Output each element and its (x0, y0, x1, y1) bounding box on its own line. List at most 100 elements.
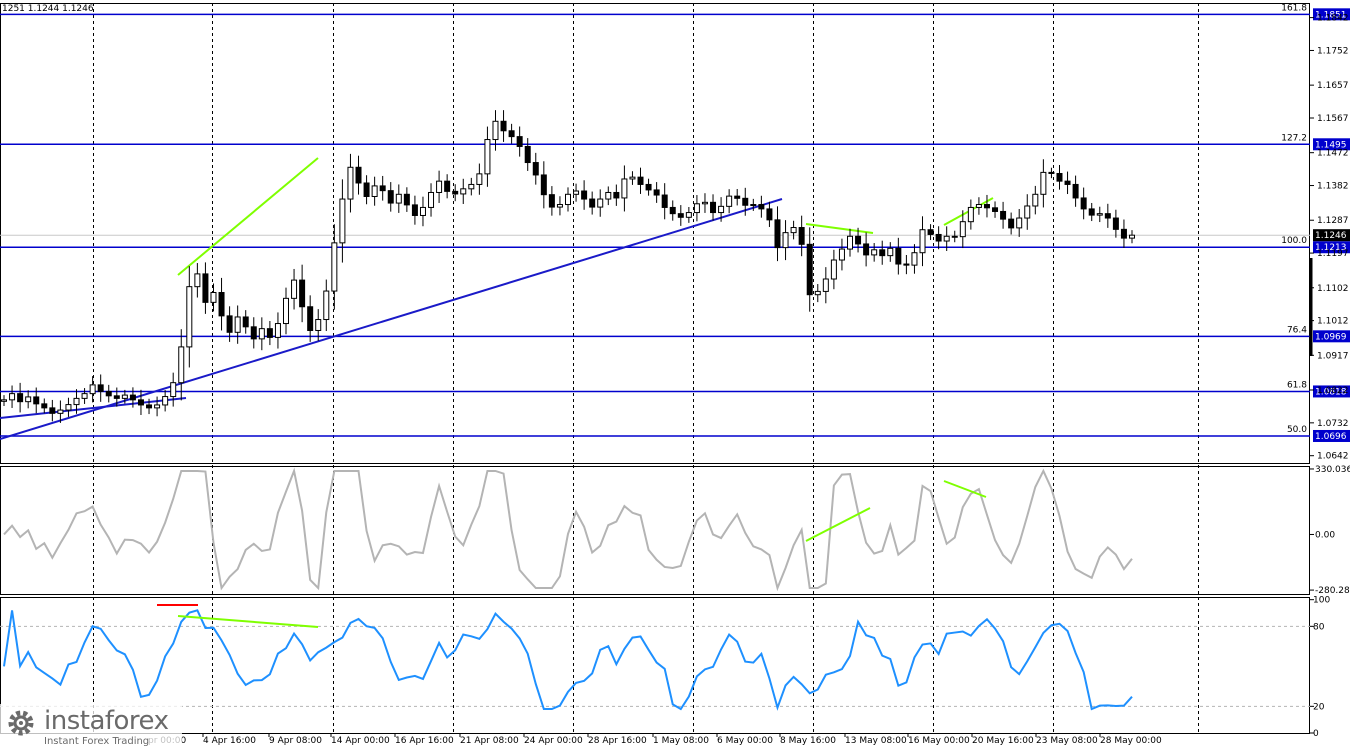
candle-body (500, 120, 507, 132)
price-tick-label: 1.0917 (1317, 351, 1349, 361)
candle-body (411, 204, 418, 216)
current-price-tag (1313, 229, 1350, 242)
candle-body (653, 189, 660, 196)
candle-body (113, 395, 120, 399)
time-tick-label: 6 May 00:00 (717, 736, 773, 746)
candle-body (887, 247, 894, 257)
candle-body (983, 204, 990, 209)
gear-logo-icon (8, 710, 34, 736)
candle-body (355, 166, 362, 184)
level-price-tag-text: 1.1851 (1315, 10, 1347, 20)
candle-body (299, 279, 306, 308)
candle-body (1096, 213, 1103, 216)
candle-body (226, 315, 233, 333)
time-tick-label: 20 May 16:00 (972, 736, 1034, 746)
price-tick-label: 1.1102 (1317, 284, 1349, 294)
candle-body (307, 306, 314, 331)
price-tick-label: 1.1012 (1317, 317, 1349, 327)
candle-body (395, 193, 402, 204)
candle-body (806, 243, 813, 296)
cci-divergence-line (805, 507, 871, 542)
price-axis: 1.1851 1.1495 1.1213 1.0969 1.0818 1.0696 1.12… (1309, 8, 1350, 739)
candle-body (162, 396, 169, 406)
time-tick-label: 24 Apr 00:00 (524, 736, 583, 746)
candle-body (556, 204, 563, 208)
candle-body (403, 193, 410, 206)
candle-body (701, 201, 708, 205)
candle-body (959, 221, 966, 238)
price-tick-label: 1.1472 (1317, 149, 1349, 159)
candle-body (1104, 213, 1111, 219)
candle-body (967, 206, 974, 223)
candle-body (621, 178, 628, 199)
cci-tick-label: 0.00 (1315, 530, 1335, 540)
candle-body (146, 404, 153, 409)
candle-body (742, 197, 749, 206)
candle-body (371, 185, 378, 197)
candle-body (1008, 218, 1015, 229)
candle-body (89, 384, 96, 395)
fib-level-label: 161.8 (1281, 3, 1307, 13)
candle-body (266, 328, 273, 338)
candle-body (1032, 193, 1039, 207)
price-divergence-line (805, 223, 874, 234)
candle-body (871, 249, 878, 256)
candle-body (669, 206, 676, 215)
candle-body (637, 176, 644, 185)
candle-body (1080, 197, 1087, 210)
candle-body (919, 229, 926, 254)
fib-level-label: 76.4 (1287, 325, 1307, 335)
price-tick-label: 1.1842 (1317, 14, 1349, 24)
candle-body (927, 229, 934, 235)
candle-body (129, 394, 136, 401)
price-tick-label: 1.0642 (1317, 452, 1349, 462)
horizontal-levels: 161.8 127.2 100.0 76.4 61.8 50.0 (0, 3, 1310, 437)
candle-body (524, 145, 531, 164)
candle-body (814, 290, 821, 296)
candle-body (1064, 180, 1071, 185)
level-price-tag-text: 1.0696 (1315, 432, 1347, 442)
price-tick-label: 1.1197 (1317, 249, 1349, 259)
candle-body (710, 201, 717, 214)
level-price-tag (1313, 330, 1350, 343)
time-tick-label: 21 Apr 08:00 (460, 736, 519, 746)
candle-body (597, 198, 604, 208)
candle-body (798, 227, 805, 245)
fib-level-label: 100.0 (1281, 236, 1307, 246)
candle-body (468, 183, 475, 190)
candle-body (661, 194, 668, 208)
rsi-tick-label: 20 (1313, 702, 1325, 712)
cci-tick-label: -280.2849 (1315, 586, 1350, 596)
price-tick-label: 1.1287 (1317, 216, 1349, 226)
candle-body (1, 399, 7, 402)
vertical-grid (93, 3, 1199, 733)
time-tick-label: 1 May 08:00 (653, 736, 709, 746)
candle-body (323, 290, 330, 321)
candle-body (452, 190, 459, 195)
time-tick-label: 8 May 16:00 (780, 736, 836, 746)
candle-body (677, 213, 684, 218)
cci-panel (3, 467, 1133, 592)
candle-body (790, 227, 797, 234)
candle-body (194, 273, 201, 288)
candle-body (750, 204, 757, 207)
candle-body (734, 195, 741, 199)
candle-body (57, 409, 64, 414)
time-tick-label: 23 May 08:00 (1036, 736, 1098, 746)
candle-body (589, 198, 596, 208)
candle-body (291, 279, 298, 299)
candle-body (1056, 172, 1063, 182)
candle-body (250, 326, 257, 340)
candle-body (170, 382, 177, 398)
candle-body (903, 263, 910, 266)
candle-body (838, 248, 845, 261)
candle-body (540, 174, 547, 196)
candles (1, 110, 1135, 423)
candle-body (202, 273, 209, 303)
candle-body (121, 394, 128, 399)
candle-body (774, 219, 781, 249)
candle-body (847, 235, 853, 250)
time-tick-label: 28 May 00:00 (1100, 736, 1162, 746)
level-price-tag-text: 1.0969 (1315, 332, 1347, 342)
